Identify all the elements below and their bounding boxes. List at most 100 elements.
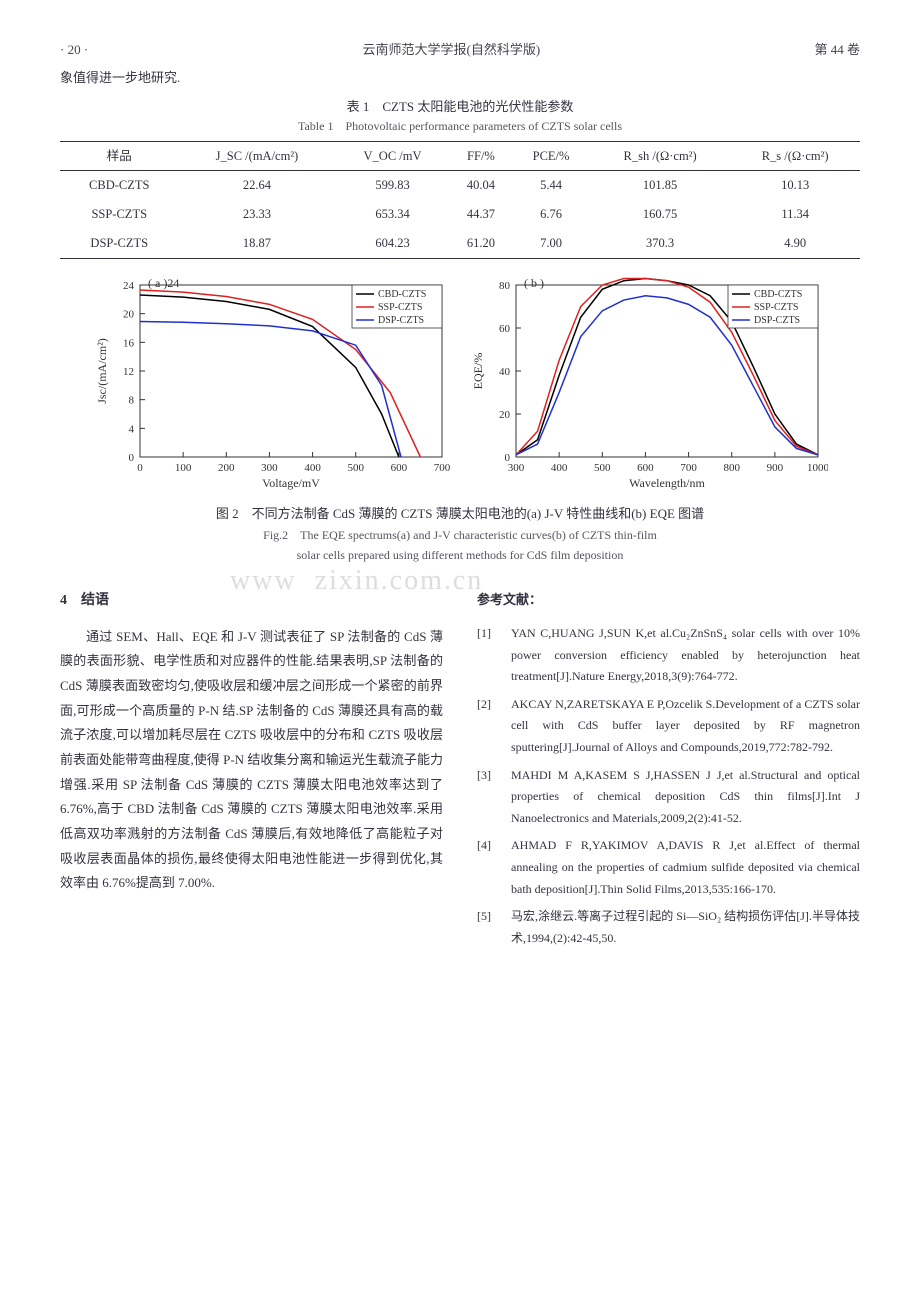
table-caption-cn: 表 1 CZTS 太阳能电池的光伏性能参数: [60, 97, 860, 117]
references-heading: 参考文献：: [477, 590, 860, 610]
svg-text:700: 700: [680, 462, 697, 474]
table-header-cell: J_SC /(mA/cm²): [179, 141, 336, 171]
svg-text:100: 100: [175, 462, 192, 474]
performance-table: 样品J_SC /(mA/cm²)V_OC /mVFF/%PCE/%R_sh /(…: [60, 141, 860, 259]
reference-number: [5]: [477, 906, 511, 949]
table-cell: 599.83: [335, 171, 449, 200]
table-cell: 4.90: [730, 229, 860, 258]
reference-number: [4]: [477, 835, 511, 900]
svg-text:900: 900: [767, 462, 784, 474]
reference-item: [4]AHMAD F R,YAKIMOV A,DAVIS R J,et al.E…: [477, 835, 860, 900]
svg-text:20: 20: [123, 308, 135, 320]
table-cell: 11.34: [730, 200, 860, 229]
svg-text:Jsc/(mA/cm²): Jsc/(mA/cm²): [95, 338, 109, 404]
svg-text:500: 500: [594, 462, 611, 474]
table-cell: 5.44: [512, 171, 590, 200]
svg-text:4: 4: [129, 423, 135, 435]
table-cell: 44.37: [450, 200, 513, 229]
table-cell: 7.00: [512, 229, 590, 258]
svg-text:300: 300: [261, 462, 278, 474]
svg-text:600: 600: [391, 462, 408, 474]
svg-text:EQE/%: EQE/%: [471, 352, 485, 389]
reference-text: AHMAD F R,YAKIMOV A,DAVIS R J,et al.Effe…: [511, 835, 860, 900]
reference-text: AKCAY N,ZARETSKAYA E P,Ozcelik S.Develop…: [511, 694, 860, 759]
svg-text:SSP-CZTS: SSP-CZTS: [378, 302, 422, 313]
table-caption-en: Table 1 Photovoltaic performance paramet…: [60, 117, 860, 135]
table-row: DSP-CZTS18.87604.2361.207.00370.34.90: [60, 229, 860, 258]
svg-text:24: 24: [123, 280, 135, 292]
table-cell: DSP-CZTS: [60, 229, 179, 258]
svg-text:60: 60: [499, 323, 511, 335]
svg-text:16: 16: [123, 337, 135, 349]
table-cell: 6.76: [512, 200, 590, 229]
svg-text:( b ): ( b ): [524, 276, 544, 290]
svg-text:CBD-CZTS: CBD-CZTS: [754, 289, 802, 300]
reference-number: [2]: [477, 694, 511, 759]
reference-text: YAN C,HUANG J,SUN K,et al.Cu₂ZnSnS₄ sola…: [511, 623, 860, 688]
reference-item: [3]MAHDI M A,KASEM S J,HASSEN J J,et al.…: [477, 765, 860, 830]
svg-text:( a )24: ( a )24: [148, 276, 179, 290]
svg-text:0: 0: [505, 452, 511, 464]
table-cell: 10.13: [730, 171, 860, 200]
intro-text: 象值得进一步地研究.: [60, 68, 860, 88]
table-cell: 653.34: [335, 200, 449, 229]
reference-text: 马宏,涂继云.等离子过程引起的 Si—SiO₂ 结构损伤评估[J].半导体技术,…: [511, 906, 860, 949]
svg-text:400: 400: [551, 462, 568, 474]
table-cell: 101.85: [590, 171, 730, 200]
table-cell: SSP-CZTS: [60, 200, 179, 229]
figure-row: 010020030040050060070004812162024Voltage…: [60, 273, 860, 499]
table-cell: 604.23: [335, 229, 449, 258]
table-cell: 23.33: [179, 200, 336, 229]
page-header: · 20 · 云南师范大学学报(自然科学版) 第 44 卷: [60, 40, 860, 60]
table-header-cell: R_s /(Ω·cm²): [730, 141, 860, 171]
right-column: 参考文献： [1]YAN C,HUANG J,SUN K,et al.Cu₂Zn…: [477, 590, 860, 956]
svg-text:DSP-CZTS: DSP-CZTS: [754, 315, 800, 326]
svg-text:200: 200: [218, 462, 235, 474]
section-4-body: 通过 SEM、Hall、EQE 和 J-V 测试表征了 SP 法制备的 CdS …: [60, 625, 443, 897]
svg-text:12: 12: [123, 366, 134, 378]
table-cell: 22.64: [179, 171, 336, 200]
table-cell: 61.20: [450, 229, 513, 258]
left-column: 4 结语 通过 SEM、Hall、EQE 和 J-V 测试表征了 SP 法制备的…: [60, 590, 443, 956]
svg-text:SSP-CZTS: SSP-CZTS: [754, 302, 798, 313]
svg-text:800: 800: [723, 462, 740, 474]
table-header-cell: R_sh /(Ω·cm²): [590, 141, 730, 171]
reference-item: [1]YAN C,HUANG J,SUN K,et al.Cu₂ZnSnS₄ s…: [477, 623, 860, 688]
reference-text: MAHDI M A,KASEM S J,HASSEN J J,et al.Str…: [511, 765, 860, 830]
svg-text:0: 0: [129, 452, 135, 464]
svg-text:600: 600: [637, 462, 654, 474]
svg-text:Voltage/mV: Voltage/mV: [262, 476, 320, 490]
svg-text:CBD-CZTS: CBD-CZTS: [378, 289, 426, 300]
svg-text:20: 20: [499, 409, 511, 421]
figure-caption-en-2: solar cells prepared using different met…: [60, 546, 860, 564]
reference-item: [2]AKCAY N,ZARETSKAYA E P,Ozcelik S.Deve…: [477, 694, 860, 759]
figure-caption-en-1: Fig.2 The EQE spectrums(a) and J-V chara…: [60, 526, 860, 544]
svg-text:Wavelength/nm: Wavelength/nm: [629, 476, 705, 490]
chart-b: 300 400 500 600 700 800 900 1000 0 20 40 60 80 Wavele…: [468, 273, 828, 499]
svg-text:0: 0: [137, 462, 143, 474]
table-cell: 160.75: [590, 200, 730, 229]
table-header-cell: PCE/%: [512, 141, 590, 171]
svg-text:8: 8: [129, 394, 135, 406]
reference-number: [1]: [477, 623, 511, 688]
svg-text:700: 700: [434, 462, 451, 474]
table-cell: 40.04: [450, 171, 513, 200]
page-number-left: · 20 ·: [60, 40, 88, 60]
reference-number: [3]: [477, 765, 511, 830]
svg-text:400: 400: [304, 462, 321, 474]
table-cell: CBD-CZTS: [60, 171, 179, 200]
section-4-heading: 4 结语: [60, 590, 443, 611]
svg-text:40: 40: [499, 366, 511, 378]
svg-text:1000: 1000: [807, 462, 828, 474]
table-cell: 370.3: [590, 229, 730, 258]
table-row: SSP-CZTS23.33653.3444.376.76160.7511.34: [60, 200, 860, 229]
table-row: CBD-CZTS22.64599.8340.045.44101.8510.13: [60, 171, 860, 200]
svg-text:300: 300: [508, 462, 525, 474]
volume: 第 44 卷: [814, 40, 860, 60]
figure-caption-cn: 图 2 不同方法制备 CdS 薄膜的 CZTS 薄膜太阳电池的(a) J-V 特…: [60, 504, 860, 524]
svg-text:80: 80: [499, 280, 511, 292]
table-header-cell: V_OC /mV: [335, 141, 449, 171]
reference-item: [5]马宏,涂继云.等离子过程引起的 Si—SiO₂ 结构损伤评估[J].半导体…: [477, 906, 860, 949]
svg-text:500: 500: [347, 462, 364, 474]
table-header-cell: FF/%: [450, 141, 513, 171]
